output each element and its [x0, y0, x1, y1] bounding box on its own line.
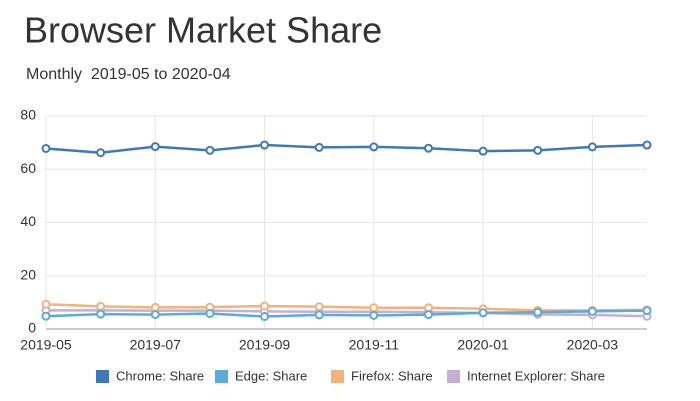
chart-title: Browser Market Share — [24, 10, 382, 51]
point — [260, 301, 270, 311]
point — [150, 302, 160, 312]
point — [369, 303, 379, 313]
point — [642, 306, 652, 316]
point — [314, 302, 324, 312]
point — [423, 143, 433, 153]
point — [369, 142, 379, 152]
y-tick-label: 20 — [20, 266, 36, 282]
point — [314, 310, 324, 320]
y-tick-label: 40 — [20, 213, 36, 229]
point — [478, 308, 488, 318]
x-tick-label: 2020-03 — [567, 337, 619, 353]
series-line — [45, 309, 648, 318]
series-line — [45, 302, 648, 312]
point — [96, 301, 106, 311]
legend-swatch[interactable] — [96, 370, 109, 383]
y-tick-label: 0 — [28, 320, 36, 336]
point — [423, 310, 433, 320]
point — [41, 143, 51, 153]
point — [96, 309, 106, 319]
point — [369, 310, 379, 320]
point — [533, 145, 543, 155]
legend-swatch[interactable] — [447, 370, 460, 383]
legend-label[interactable]: Firefox: Share — [351, 368, 433, 383]
point — [205, 145, 215, 155]
point — [314, 142, 324, 152]
legend-swatch[interactable] — [331, 370, 344, 383]
x-tick-label: 2019-11 — [349, 337, 400, 353]
x-tick-label: 2020-01 — [457, 337, 509, 353]
point — [260, 140, 270, 150]
legend-label[interactable]: Internet Explorer: Share — [467, 368, 605, 383]
series-line — [46, 309, 648, 318]
point — [150, 142, 160, 152]
point — [260, 311, 270, 321]
point — [205, 309, 215, 319]
chart-subtitle: Monthly 2019-05 to 2020-04 — [26, 66, 231, 83]
y-tick-label: 60 — [20, 160, 36, 176]
point — [533, 307, 543, 317]
legend-swatch[interactable] — [215, 370, 228, 383]
x-tick-label: 2019-05 — [20, 337, 72, 353]
point — [150, 310, 160, 320]
point — [96, 148, 106, 158]
point — [41, 299, 51, 309]
point — [478, 146, 488, 156]
legend-label[interactable]: Chrome: Share — [116, 368, 204, 383]
point — [642, 140, 652, 150]
point — [587, 306, 597, 316]
x-tick-label: 2019-07 — [130, 337, 182, 353]
y-tick-label: 80 — [20, 107, 36, 123]
series-line — [45, 143, 648, 154]
x-tick-label: 2019-09 — [239, 337, 291, 353]
point — [41, 311, 51, 321]
legend-label[interactable]: Edge: Share — [235, 368, 307, 383]
point — [587, 142, 597, 152]
